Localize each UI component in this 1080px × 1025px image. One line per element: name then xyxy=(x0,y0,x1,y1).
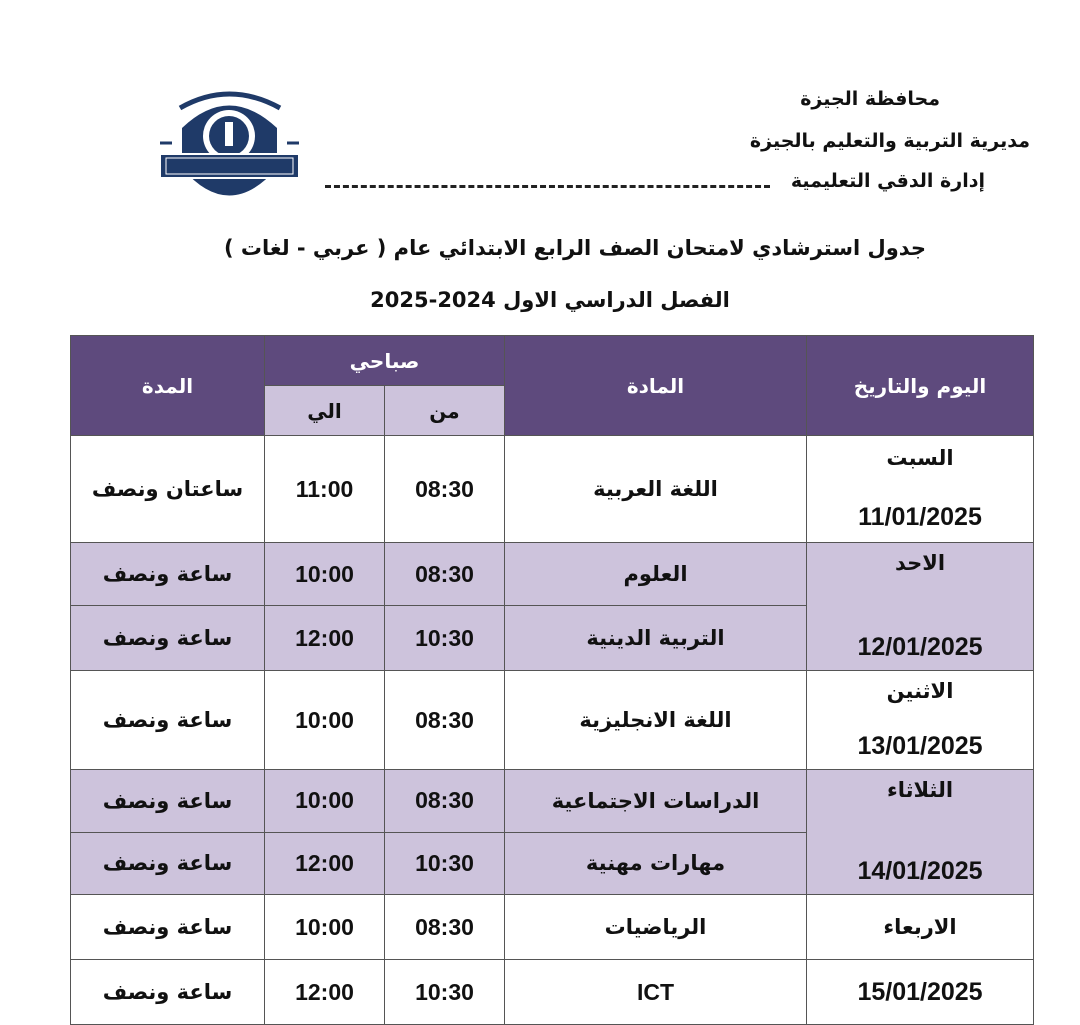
duration-cell: ساعة ونصف xyxy=(70,605,265,671)
subject-cell: اللغة الانجليزية xyxy=(504,670,807,770)
day-name: الثلاثاء xyxy=(886,778,954,802)
date-cell: 15/01/2025 xyxy=(806,959,1034,1025)
table-row: الاثنين 13/01/2025 اللغة الانجليزية 08:30… xyxy=(70,670,1034,770)
header-duration: المدة xyxy=(70,335,265,436)
day-name: السبت xyxy=(886,446,954,470)
header-to: الي xyxy=(264,385,385,436)
from-cell: 10:30 xyxy=(384,959,505,1025)
from-cell: 08:30 xyxy=(384,894,505,960)
to-cell: 10:00 xyxy=(264,894,385,960)
header-subject: المادة xyxy=(504,335,807,436)
from-cell: 08:30 xyxy=(384,670,505,770)
to-cell: 12:00 xyxy=(264,605,385,671)
day-name: الاثنين xyxy=(886,679,954,703)
from-cell: 10:30 xyxy=(384,605,505,671)
table-row: السبت 11/01/2025 اللغة العربية 08:30 11:0… xyxy=(70,435,1034,543)
subject-cell: اللغة العربية xyxy=(504,435,807,543)
from-cell: 08:30 xyxy=(384,541,505,607)
table-row: التربية الدينية 10:30 12:00 ساعة ونصف xyxy=(70,605,1034,671)
duration-cell: ساعة ونصف xyxy=(70,894,265,960)
duration-cell: ساعة ونصف xyxy=(70,541,265,607)
subject-cell: الدراسات الاجتماعية xyxy=(504,769,807,833)
table-row: الاربعاء الرياضيات 08:30 10:00 ساعة ونصف xyxy=(70,894,1034,960)
to-cell: 10:00 xyxy=(264,541,385,607)
day-cell: الاربعاء xyxy=(806,894,1034,960)
subject-cell: التربية الدينية xyxy=(504,605,807,671)
subject-cell: العلوم xyxy=(504,541,807,607)
header-day-date: اليوم والتاريخ xyxy=(806,335,1034,436)
exam-schedule-table: اليوم والتاريخ المادة صباحي المدة من الي… xyxy=(70,335,1034,1025)
to-cell: 11:00 xyxy=(264,435,385,543)
day-name: الاحد xyxy=(894,551,946,575)
to-cell: 12:00 xyxy=(264,831,385,895)
from-cell: 08:30 xyxy=(384,769,505,833)
subject-cell: مهارات مهنية xyxy=(504,831,807,895)
administration-name: إدارة الدقي التعليمية xyxy=(790,170,985,192)
exam-date: 13/01/2025 xyxy=(857,732,983,760)
to-cell: 12:00 xyxy=(264,959,385,1025)
exam-date: 12/01/2025 xyxy=(857,633,983,661)
table-row: مهارات مهنية 10:30 12:00 ساعة ونصف xyxy=(70,831,1034,895)
logo-emblem xyxy=(159,91,300,196)
header-morning: صباحي xyxy=(264,335,505,386)
from-cell: 10:30 xyxy=(384,831,505,895)
duration-cell: ساعة ونصف xyxy=(70,959,265,1025)
from-cell: 08:30 xyxy=(384,435,505,543)
table-row: الثلاثاء 14/01/2025 الدراسات الاجتماعية 0… xyxy=(70,769,1034,895)
day-date-cell: السبت 11/01/2025 xyxy=(806,435,1034,543)
header-from: من xyxy=(384,385,505,436)
to-cell: 10:00 xyxy=(264,769,385,833)
day-date-cell: الاثنين 13/01/2025 xyxy=(806,670,1034,770)
directorate-name: مديرية التربية والتعليم بالجيزة xyxy=(749,130,1030,152)
table-row: الاحد 12/01/2025 العلوم 08:30 10:00 ساعة … xyxy=(70,541,1034,671)
table-row: 15/01/2025 ICT 10:30 12:00 ساعة ونصف xyxy=(70,959,1034,1025)
day-date-cell: الثلاثاء 14/01/2025 xyxy=(806,769,1034,895)
duration-cell: ساعة ونصف xyxy=(70,831,265,895)
term-label: الفصل الدراسي الاول 2024-2025 xyxy=(370,288,730,312)
document-title: جدول استرشادي لامتحان الصف الرابع الابتد… xyxy=(223,236,927,260)
duration-cell: ساعة ونصف xyxy=(70,769,265,833)
subject-cell: الرياضيات xyxy=(504,894,807,960)
subject-cell: ICT xyxy=(504,959,807,1025)
exam-date: 11/01/2025 xyxy=(858,503,982,531)
day-date-cell: الاحد 12/01/2025 xyxy=(806,542,1034,671)
duration-cell: ساعة ونصف xyxy=(70,670,265,770)
duration-cell: ساعتان ونصف xyxy=(70,435,265,543)
dashed-divider xyxy=(325,185,770,188)
governorate-name: محافظة الجيزة xyxy=(800,88,940,110)
to-cell: 10:00 xyxy=(264,670,385,770)
exam-date: 14/01/2025 xyxy=(857,857,983,885)
